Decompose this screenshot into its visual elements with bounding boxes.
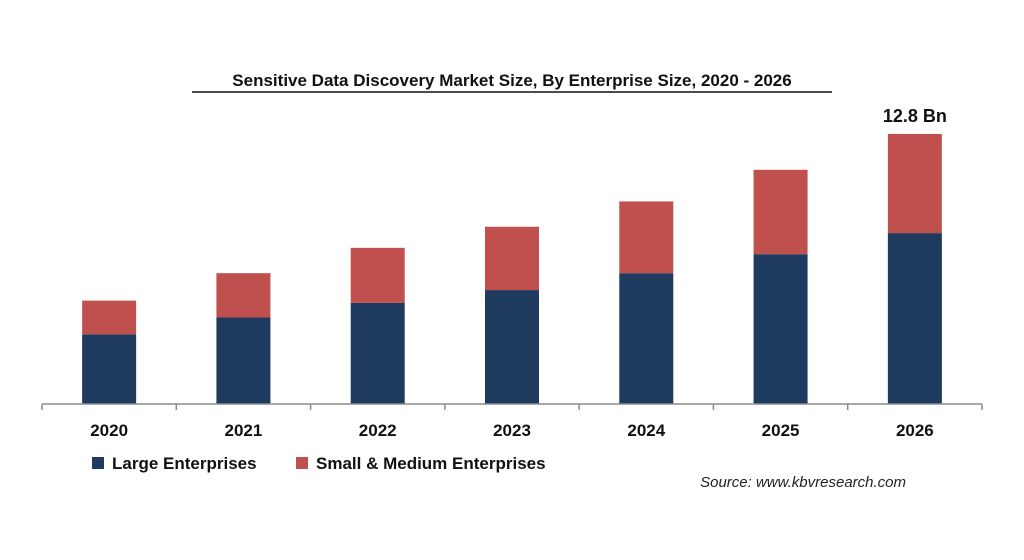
bar-large-enterprises-2026: [887, 233, 942, 404]
legend-swatch-small-medium-enterprises: [296, 457, 308, 469]
bar-small-and-medium-enterprises-2020: [82, 300, 137, 335]
legend-label-small-medium-enterprises: Small & Medium Enterprises: [316, 454, 546, 473]
x-tick-label-2025: 2025: [762, 421, 800, 440]
bar-small-and-medium-enterprises-2023: [485, 226, 539, 291]
legend-swatch-large-enterprises: [92, 457, 104, 469]
x-tick-label-2022: 2022: [359, 421, 397, 440]
bar-small-and-medium-enterprises-2026: [887, 133, 942, 234]
bar-large-enterprises-2021: [216, 317, 271, 404]
legend-label-large-enterprises: Large Enterprises: [112, 454, 257, 473]
x-tick-label-2023: 2023: [493, 421, 531, 440]
x-axis-ticks: [41, 404, 983, 410]
source-note: Source: www.kbvresearch.com: [700, 474, 906, 491]
bar-large-enterprises-2022: [350, 302, 405, 404]
bar-large-enterprises-2023: [485, 290, 539, 404]
bar-large-enterprises-2020: [82, 334, 137, 404]
chart-title: Sensitive Data Discovery Market Size, By…: [232, 71, 791, 90]
data-label-total-2026: 12.8 Bn: [883, 106, 947, 126]
x-tick-label-2021: 2021: [225, 421, 263, 440]
bar-small-and-medium-enterprises-2022: [350, 247, 405, 303]
x-tick-label-2026: 2026: [896, 421, 934, 440]
data-labels: 12.8 Bn: [883, 106, 947, 126]
bar-large-enterprises-2024: [619, 273, 674, 404]
x-axis-tick-labels: 2020 2021 2022 2023 2024 2025 2026: [90, 421, 934, 440]
x-tick-label-2024: 2024: [627, 421, 665, 440]
bar-large-enterprises-2025: [753, 254, 808, 404]
x-tick-label-2020: 2020: [90, 421, 128, 440]
bars-layer: [82, 133, 942, 404]
bar-small-and-medium-enterprises-2021: [216, 273, 271, 318]
bar-small-and-medium-enterprises-2024: [619, 201, 674, 274]
legend: Large Enterprises Small & Medium Enterpr…: [92, 454, 546, 473]
bar-small-and-medium-enterprises-2025: [753, 169, 808, 255]
